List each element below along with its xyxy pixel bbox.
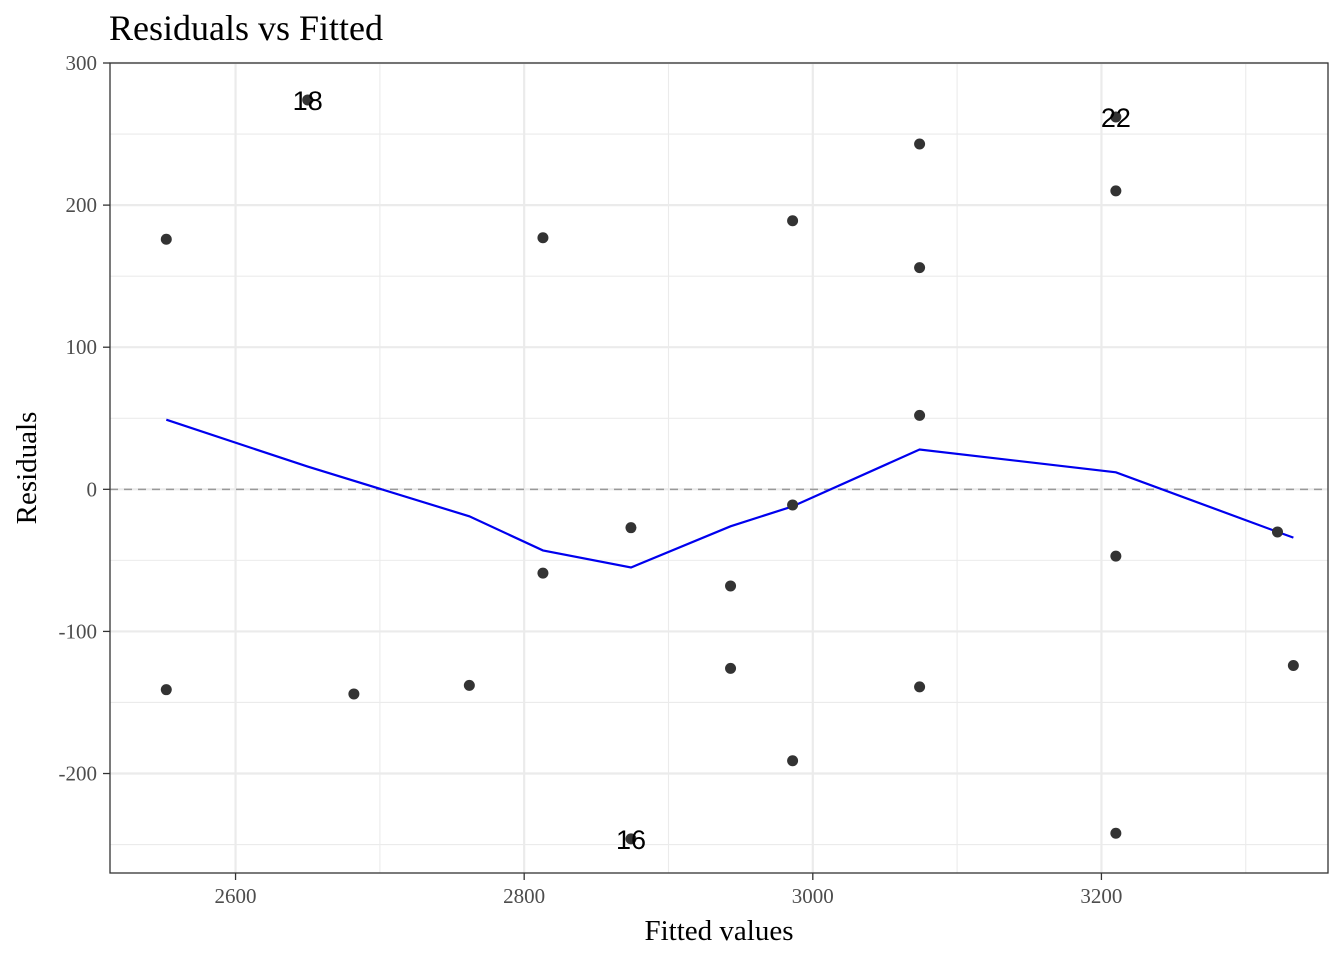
point-label: 16	[616, 825, 646, 855]
x-tick-label: 3200	[1080, 884, 1122, 908]
point-label: 18	[293, 86, 323, 116]
y-axis: -200 -100 0 100 200 300	[59, 51, 110, 786]
data-point	[537, 232, 549, 244]
data-point	[160, 233, 172, 245]
chart-title: Residuals vs Fitted	[109, 8, 383, 48]
data-point	[787, 215, 799, 227]
x-tick-label: 2800	[503, 884, 545, 908]
grid	[110, 61, 1328, 873]
y-axis-title: Residuals	[11, 412, 43, 525]
data-point	[463, 679, 475, 691]
data-point	[725, 580, 737, 592]
data-point	[1110, 111, 1122, 123]
data-point	[725, 662, 737, 674]
y-tick-label: -100	[59, 619, 98, 643]
points-group	[160, 94, 1299, 845]
y-tick-label: 0	[87, 477, 98, 501]
data-point	[1271, 526, 1283, 538]
smooth-line-group	[165, 418, 1294, 569]
data-point	[302, 94, 314, 106]
data-point	[348, 688, 360, 700]
x-tick-label: 3000	[792, 884, 834, 908]
x-axis: 2600 2800 3000 3200	[215, 873, 1122, 908]
data-point	[1110, 827, 1122, 839]
data-point	[787, 755, 799, 767]
data-point	[160, 684, 172, 696]
y-tick-label: 300	[66, 51, 98, 75]
x-axis-title: Fitted values	[644, 915, 793, 947]
data-point	[914, 138, 926, 150]
data-point	[1110, 550, 1122, 562]
data-point	[914, 681, 926, 693]
data-point	[914, 409, 926, 421]
data-point	[914, 262, 926, 274]
y-tick-label: 200	[66, 193, 98, 217]
y-tick-label: 100	[66, 335, 98, 359]
y-tick-label: -200	[59, 762, 98, 786]
data-point	[537, 567, 549, 579]
data-point	[1110, 185, 1122, 197]
data-point	[787, 499, 799, 511]
data-point	[625, 833, 637, 845]
plot-frame	[109, 62, 1329, 874]
point-label: 22	[1101, 103, 1131, 133]
x-tick-label: 2600	[215, 884, 257, 908]
data-point	[625, 522, 637, 534]
smooth-line	[165, 418, 1294, 569]
data-point	[1287, 660, 1299, 672]
point-labels-group: 18 16 22	[293, 86, 1131, 855]
